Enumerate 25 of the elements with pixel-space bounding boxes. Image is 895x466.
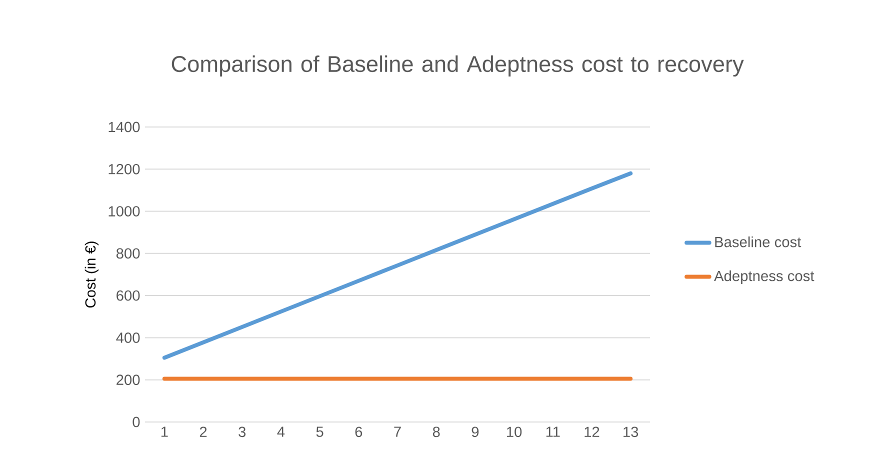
x-tick-label: 9 <box>472 426 479 438</box>
x-tick-label: 3 <box>238 426 246 438</box>
x-tick-label: 10 <box>506 426 522 438</box>
y-tick-label: 200 <box>116 374 140 386</box>
legend-label: Baseline cost <box>715 236 802 248</box>
y-axis-title: Cost (in €) <box>84 242 99 308</box>
x-tick-label: 2 <box>200 426 207 437</box>
x-tick-label: 1 <box>161 426 168 437</box>
y-tick-label: 1000 <box>108 206 140 216</box>
x-tick-label: 4 <box>277 426 285 437</box>
x-tick-label: 5 <box>316 426 324 437</box>
legend-label: Adeptness cost <box>714 270 814 284</box>
x-tick-label: 7 <box>394 426 401 437</box>
y-tick-label: 0 <box>132 416 140 428</box>
chart-title: Comparison of Baseline and Adeptness cost to recovery <box>172 55 744 77</box>
y-tick-label: 800 <box>116 248 140 259</box>
x-tick-label: 13 <box>624 426 638 438</box>
y-tick-label: 1400 <box>108 122 140 132</box>
y-tick-label: 600 <box>116 290 140 301</box>
x-tick-label: 6 <box>355 426 362 438</box>
y-tick-label: 400 <box>116 332 140 343</box>
x-tick-label: 11 <box>546 426 560 437</box>
y-tick-label: 1200 <box>108 164 140 174</box>
x-tick-label: 8 <box>432 426 440 438</box>
x-tick-label: 12 <box>584 426 600 437</box>
